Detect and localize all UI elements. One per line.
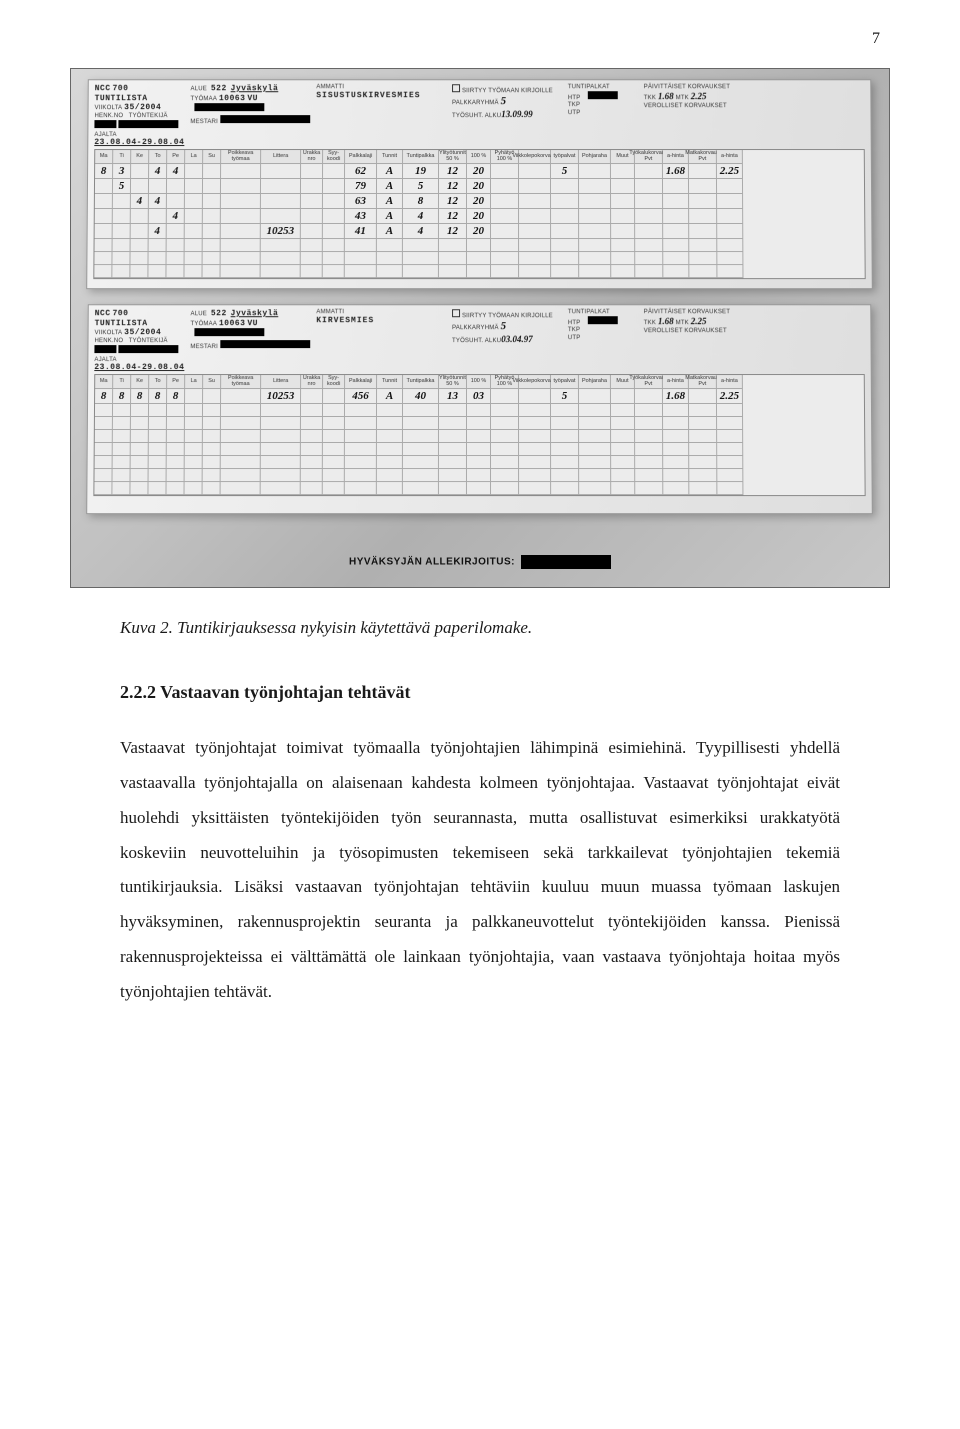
form-title: TUNTILISTA xyxy=(95,94,185,104)
timesheet-form-top: NCC 700 TUNTILISTA Viikolta 35/2004 Henk… xyxy=(87,79,874,289)
hours-grid-top: MaTiKeToPeLaSuPoikkeava työmaaLitteraUra… xyxy=(94,149,867,279)
profession-bottom: KIRVESMIES xyxy=(317,316,447,326)
company: NCC xyxy=(95,84,111,93)
photo-container: NCC 700 TUNTILISTA Viikolta 35/2004 Henk… xyxy=(0,58,960,618)
body-paragraph: Vastaavat työnjohtajat toimivat työmaall… xyxy=(0,731,960,1010)
profession: SISUSTUSKIRVESMIES xyxy=(317,91,447,101)
timesheet-form-bottom: NCC 700 TUNTILISTA Viikolta 35/2004 Henk… xyxy=(87,304,874,514)
figure-caption: Kuva 2. Tuntikirjauksessa nykyisin käyte… xyxy=(0,618,960,638)
page-number: 7 xyxy=(0,0,960,58)
hours-grid-bottom: MaTiKeToPeLaSuPoikkeava työmaaLitteraUra… xyxy=(94,374,867,496)
approval-signature: HYVÄKSYJÄN ALLEKIRJOITUS: xyxy=(71,555,889,569)
scanned-form-photo: NCC 700 TUNTILISTA Viikolta 35/2004 Henk… xyxy=(70,68,890,588)
section-heading: 2.2.2 Vastaavan työnjohtajan tehtävät xyxy=(0,682,960,703)
